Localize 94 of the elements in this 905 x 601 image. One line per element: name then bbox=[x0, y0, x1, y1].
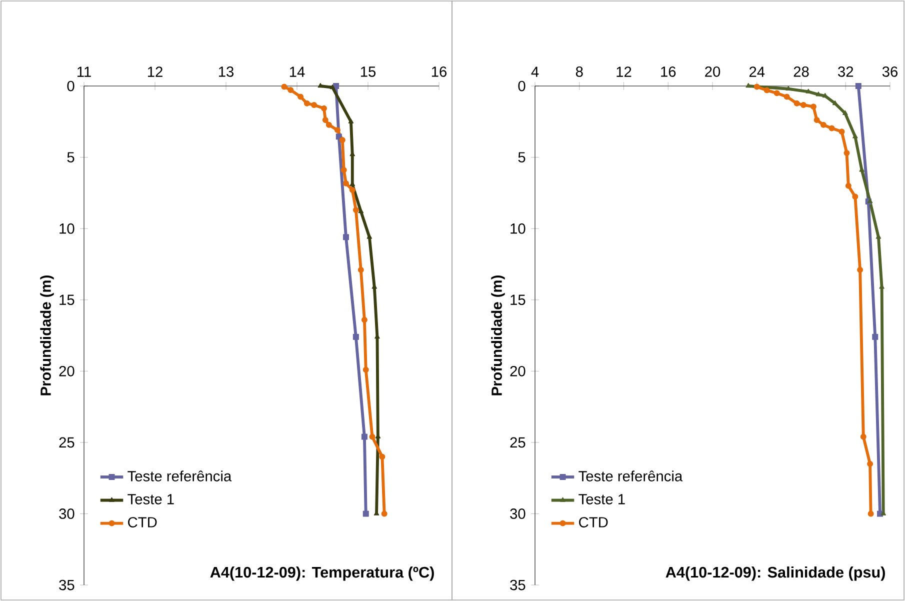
y-tick-label: 10 bbox=[60, 223, 74, 234]
point bbox=[342, 234, 349, 240]
x-tick-label: 24 bbox=[749, 66, 765, 77]
x-tick-label: 28 bbox=[794, 66, 809, 77]
y-tick-label: 35 bbox=[510, 580, 526, 590]
point bbox=[842, 110, 848, 116]
point bbox=[852, 134, 858, 138]
y-tick-label: 5 bbox=[518, 152, 526, 162]
legend-label: CTD bbox=[128, 517, 157, 528]
point bbox=[872, 334, 878, 340]
y-tick-label: 25 bbox=[59, 437, 74, 448]
point bbox=[361, 434, 368, 440]
text: A4(10-12-09): Salinidade (psu) bbox=[666, 566, 885, 581]
legend-label: Teste 1 bbox=[128, 494, 174, 504]
legend-label: Teste 1 bbox=[578, 494, 625, 504]
point bbox=[855, 83, 862, 90]
y-tick-label: 20 bbox=[510, 366, 526, 376]
point bbox=[838, 128, 845, 135]
point bbox=[334, 127, 340, 134]
point bbox=[828, 125, 835, 132]
y-tick-label: 20 bbox=[59, 366, 74, 376]
point bbox=[352, 334, 359, 340]
y-tick-label: 15 bbox=[60, 294, 74, 305]
point bbox=[845, 182, 852, 189]
legend-label: Teste referência bbox=[128, 470, 232, 482]
point bbox=[311, 102, 318, 108]
y-tick-label: 10 bbox=[510, 223, 526, 234]
y-tick-label: 25 bbox=[510, 437, 526, 448]
x-tick-label: 20 bbox=[705, 66, 720, 77]
y-tick-label: 30 bbox=[510, 508, 526, 519]
x-tick-label: 36 bbox=[882, 66, 898, 77]
point bbox=[339, 137, 346, 144]
point bbox=[366, 234, 372, 239]
point bbox=[281, 84, 288, 90]
point bbox=[369, 434, 376, 440]
point bbox=[810, 104, 816, 110]
point bbox=[832, 100, 838, 106]
y-axis-title: Profundidade (m) bbox=[40, 276, 54, 396]
x-tick-label: 12 bbox=[616, 66, 632, 77]
y-tick-label: 30 bbox=[59, 508, 74, 519]
y-tick-label: 15 bbox=[510, 294, 526, 305]
point bbox=[868, 510, 874, 517]
x-tick-label: 4 bbox=[531, 66, 539, 77]
point bbox=[326, 122, 332, 128]
point bbox=[362, 510, 369, 517]
point bbox=[764, 87, 770, 94]
point bbox=[330, 84, 336, 90]
point bbox=[298, 94, 304, 100]
point bbox=[784, 94, 790, 100]
point bbox=[349, 186, 356, 193]
point bbox=[746, 83, 751, 88]
point bbox=[322, 116, 328, 123]
point bbox=[304, 100, 310, 106]
x-tick-label: 11 bbox=[78, 66, 91, 77]
legend-label: CTD bbox=[579, 517, 608, 528]
point bbox=[852, 194, 858, 200]
y-tick-label: 0 bbox=[67, 80, 74, 92]
point bbox=[880, 510, 886, 516]
x-tick-label: 16 bbox=[661, 66, 676, 77]
point bbox=[318, 83, 324, 88]
x-tick-label: 12 bbox=[148, 66, 162, 77]
point bbox=[860, 434, 866, 440]
x-tick-label: 13 bbox=[218, 66, 234, 77]
point bbox=[352, 207, 359, 214]
point bbox=[820, 122, 826, 128]
legend-label: Teste referência bbox=[578, 470, 683, 482]
point bbox=[381, 510, 388, 517]
y-tick-label: 5 bbox=[67, 152, 74, 162]
point bbox=[288, 87, 294, 94]
point bbox=[794, 100, 800, 106]
x-tick-label: 8 bbox=[576, 66, 583, 77]
point bbox=[361, 316, 368, 323]
point bbox=[814, 116, 820, 123]
point bbox=[857, 266, 864, 273]
y-tick-label: 35 bbox=[59, 580, 74, 590]
point bbox=[844, 150, 850, 156]
x-tick-label: 32 bbox=[838, 66, 854, 77]
x-tick-label: 14 bbox=[290, 66, 305, 77]
y-axis-title: Profundidade (m) bbox=[491, 276, 505, 396]
point bbox=[800, 102, 806, 108]
x-tick-label: 15 bbox=[360, 66, 376, 77]
point bbox=[867, 460, 874, 467]
y-tick-label: 0 bbox=[518, 80, 526, 92]
point bbox=[358, 266, 364, 273]
point bbox=[342, 180, 349, 186]
point bbox=[340, 166, 347, 173]
point bbox=[754, 84, 760, 90]
text: A4(10-12-09): Temperatura (ºC) bbox=[210, 566, 434, 581]
point bbox=[362, 366, 369, 373]
point bbox=[379, 454, 386, 460]
point bbox=[320, 105, 327, 112]
point bbox=[348, 118, 354, 124]
point bbox=[774, 90, 780, 96]
x-tick-label: 16 bbox=[432, 66, 447, 77]
